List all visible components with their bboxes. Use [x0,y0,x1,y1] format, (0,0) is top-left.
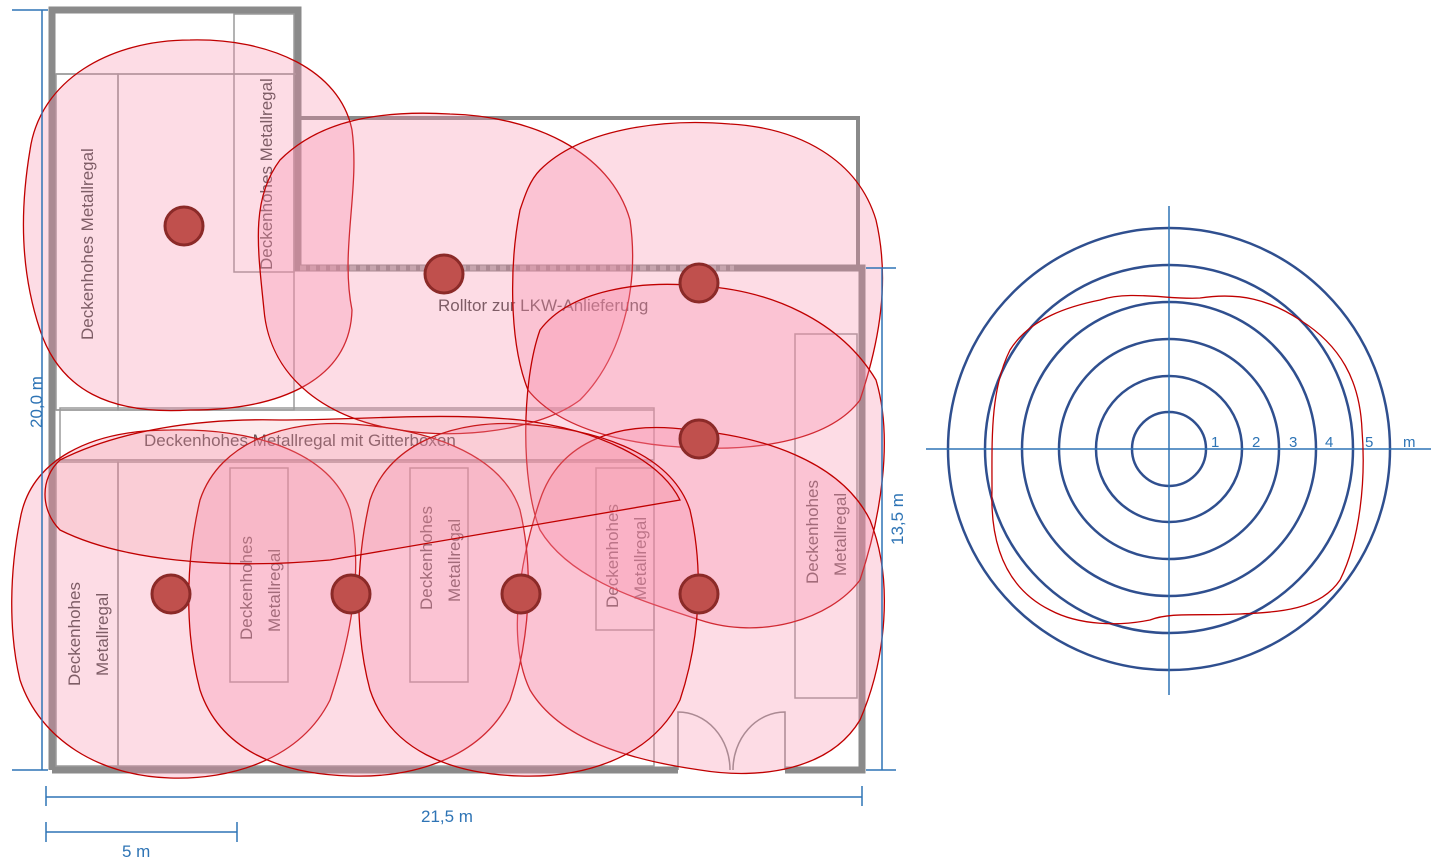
ring-label-1: 1 [1211,434,1219,451]
access-point [678,573,720,615]
shelf-middle-wide [59,407,655,461]
radial-range-chart: 1 2 3 4 5 m [926,206,1431,695]
unit-label: m [1403,434,1416,451]
ring-label-3: 3 [1289,434,1297,451]
access-point [678,418,720,460]
access-point [678,262,720,304]
outer-wall-upper [298,116,860,268]
coverage-areas [11,39,885,779]
shelf-1-label-b: Metallregal [265,549,284,632]
shelf-left-bottom-label-a: Deckenhohes [65,582,84,686]
floor-plan: Deckenhohes Metallregal Deckenhohes Meta… [48,6,866,774]
ring-label-2: 2 [1252,434,1260,451]
outer-wall-right [734,264,866,774]
door-right-leaf [732,711,786,771]
shelf-right [794,333,858,699]
shelf-right-label-b: Metallregal [831,493,850,576]
shelf-2 [409,467,469,683]
shelf-3-label-b: Metallregal [631,517,650,600]
coverage-area [44,415,681,565]
ring-label-5: 5 [1365,434,1373,451]
shelf-top-vertical-label: Deckenhohes Metallregal [257,78,276,270]
ring-label-4: 4 [1325,434,1333,451]
shelf-3-label-a: Deckenhohes [603,504,622,608]
coverage-contour [991,294,1364,625]
access-point [330,573,372,615]
width-total-label: 21,5 m [421,807,473,826]
access-point [163,205,205,247]
access-point [423,253,465,295]
door-left-leaf [677,711,731,771]
height-right-label: 13,5 m [888,493,907,545]
shelf-middle-wide-label: Deckenhohes Metallregal mit Gitterboxen [144,431,456,450]
shelf-1 [229,467,289,683]
scale-bar-label: 5 m [122,842,150,860]
dimension-lines: 20,0 m 13,5 m 21,5 m 5 m [12,9,907,860]
height-total-label: 20,0 m [27,376,46,428]
shelf-left-top-label: Deckenhohes Metallregal [78,148,97,340]
access-point [500,573,542,615]
shelf-2-label-a: Deckenhohes [417,506,436,610]
gate-label: Rolltor zur LKW-Anlieferung [438,296,648,315]
shelf-3 [595,467,655,631]
shelf-right-label-a: Deckenhohes [803,480,822,584]
access-point [150,573,192,615]
shelf-left-bottom-label-b: Metallregal [93,593,112,676]
access-points [150,205,720,615]
shelf-1-label-a: Deckenhohes [237,536,256,640]
